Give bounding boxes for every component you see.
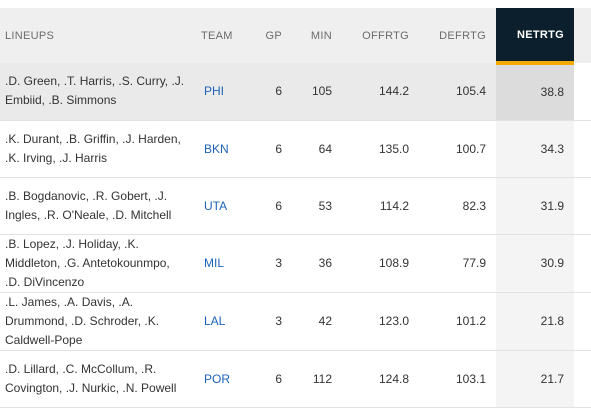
offrtg-cell: 135.0 xyxy=(342,120,419,178)
table-row: .L. James, .A. Davis, .A. Drummond, .D. … xyxy=(0,292,591,351)
column-header-lineups[interactable]: LINEUPS xyxy=(0,8,196,63)
offrtg-cell: 108.9 xyxy=(342,234,419,293)
lineups-table: LINEUPS TEAM GP MIN OFFRTG DEFRTG NETRTG… xyxy=(0,8,591,408)
gp-cell: 3 xyxy=(254,234,292,293)
column-header-team[interactable]: TEAM xyxy=(196,8,254,63)
offrtg-cell: 114.2 xyxy=(342,177,419,235)
column-header-defrtg[interactable]: DEFRTG xyxy=(419,8,496,63)
lineup-cell: .K. Durant, .B. Griffin, .J. Harden, .K.… xyxy=(0,120,196,178)
column-header-gp[interactable]: GP xyxy=(254,8,292,63)
min-cell: 105 xyxy=(292,63,342,121)
min-cell: 64 xyxy=(292,120,342,178)
min-cell: 36 xyxy=(292,234,342,293)
offrtg-cell: 144.2 xyxy=(342,63,419,121)
header-row: LINEUPS TEAM GP MIN OFFRTG DEFRTG NETRTG xyxy=(0,8,591,65)
lineup-cell: .L. James, .A. Davis, .A. Drummond, .D. … xyxy=(0,292,196,351)
row-spacer xyxy=(574,120,591,178)
netrtg-cell: 31.9 xyxy=(496,177,574,235)
defrtg-cell: 101.2 xyxy=(419,292,496,351)
row-spacer xyxy=(574,350,591,408)
offrtg-cell: 124.8 xyxy=(342,350,419,408)
gp-cell: 6 xyxy=(254,177,292,235)
table-row: .B. Bogdanovic, .R. Gobert, .J. Ingles, … xyxy=(0,177,591,235)
row-spacer xyxy=(574,292,591,351)
lineup-cell: .D. Green, .T. Harris, .S. Curry, .J. Em… xyxy=(0,63,196,121)
offrtg-cell: 123.0 xyxy=(342,292,419,351)
team-link[interactable]: BKN xyxy=(196,120,254,178)
min-cell: 53 xyxy=(292,177,342,235)
team-link[interactable]: POR xyxy=(196,350,254,408)
lineup-cell: .D. Lillard, .C. McCollum, .R. Covington… xyxy=(0,350,196,408)
defrtg-cell: 103.1 xyxy=(419,350,496,408)
table-row: .B. Lopez, .J. Holiday, .K. Middleton, .… xyxy=(0,234,591,293)
netrtg-cell: 34.3 xyxy=(496,120,574,178)
defrtg-cell: 100.7 xyxy=(419,120,496,178)
defrtg-cell: 77.9 xyxy=(419,234,496,293)
defrtg-cell: 105.4 xyxy=(419,63,496,121)
top-band xyxy=(0,0,591,8)
min-cell: 42 xyxy=(292,292,342,351)
row-spacer xyxy=(574,234,591,293)
table-header: LINEUPS TEAM GP MIN OFFRTG DEFRTG NETRTG xyxy=(0,8,591,65)
table-row: .D. Lillard, .C. McCollum, .R. Covington… xyxy=(0,350,591,408)
row-spacer xyxy=(574,177,591,235)
table-body: .D. Green, .T. Harris, .S. Curry, .J. Em… xyxy=(0,63,591,408)
team-link[interactable]: LAL xyxy=(196,292,254,351)
gp-cell: 6 xyxy=(254,120,292,178)
table-row: .D. Green, .T. Harris, .S. Curry, .J. Em… xyxy=(0,63,591,121)
table-row: .K. Durant, .B. Griffin, .J. Harden, .K.… xyxy=(0,120,591,178)
gp-cell: 3 xyxy=(254,292,292,351)
gp-cell: 6 xyxy=(254,350,292,408)
min-cell: 112 xyxy=(292,350,342,408)
netrtg-cell: 38.8 xyxy=(496,63,574,121)
defrtg-cell: 82.3 xyxy=(419,177,496,235)
netrtg-cell: 21.8 xyxy=(496,292,574,351)
lineup-cell: .B. Bogdanovic, .R. Gobert, .J. Ingles, … xyxy=(0,177,196,235)
column-header-min[interactable]: MIN xyxy=(292,8,342,63)
netrtg-cell: 21.7 xyxy=(496,350,574,408)
netrtg-cell: 30.9 xyxy=(496,234,574,293)
column-header-netrtg-sorted[interactable]: NETRTG xyxy=(496,8,574,65)
team-link[interactable]: MIL xyxy=(196,234,254,293)
team-link[interactable]: UTA xyxy=(196,177,254,235)
gp-cell: 6 xyxy=(254,63,292,121)
column-header-offrtg[interactable]: OFFRTG xyxy=(342,8,419,63)
team-link[interactable]: PHI xyxy=(196,63,254,121)
lineup-cell: .B. Lopez, .J. Holiday, .K. Middleton, .… xyxy=(0,234,196,293)
row-spacer xyxy=(574,63,591,121)
header-spacer xyxy=(574,8,591,63)
